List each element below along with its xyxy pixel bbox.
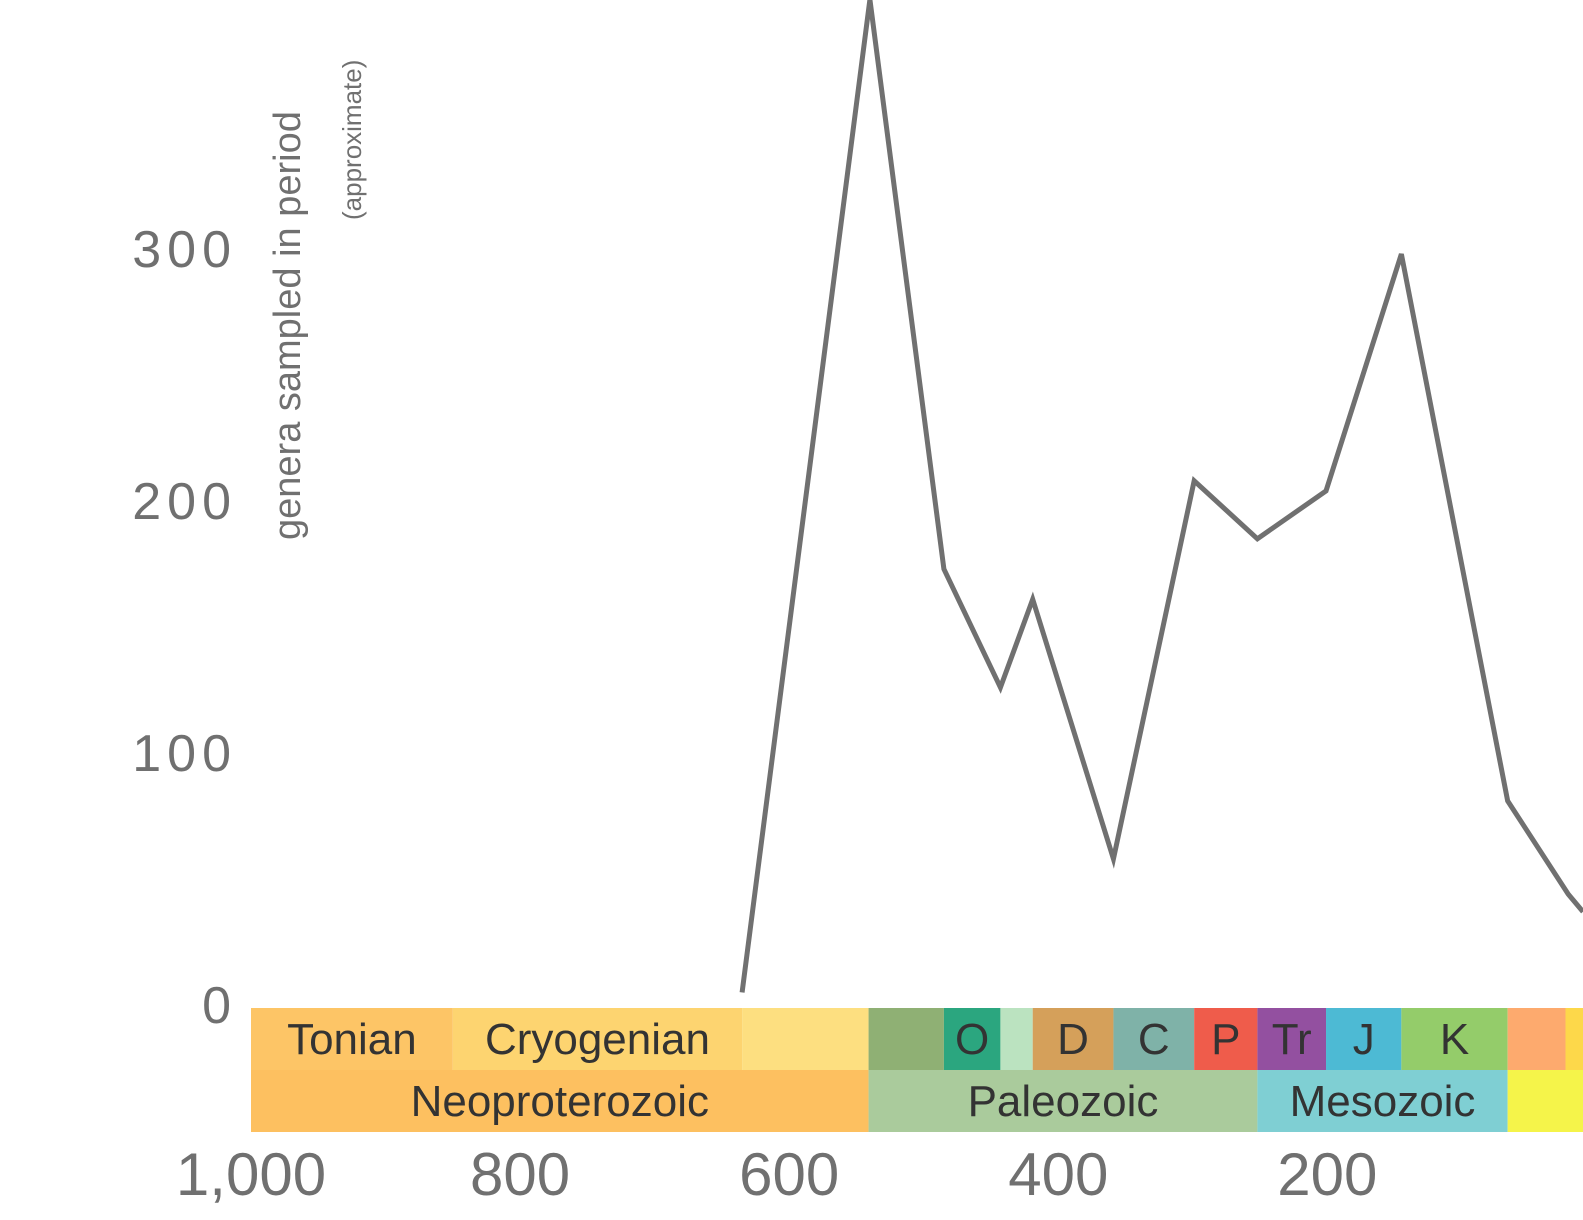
y-axis-note: (approximate) <box>337 60 367 220</box>
era-band <box>251 1070 869 1132</box>
y-axis-label: genera sampled in period <box>267 111 309 540</box>
period-band <box>1000 1008 1033 1070</box>
x-tick-label: 1,000 <box>176 1141 326 1208</box>
period-band <box>1032 1008 1114 1070</box>
period-band <box>1257 1008 1327 1070</box>
period-band <box>1326 1008 1402 1070</box>
x-tick-label: 200 <box>1277 1141 1377 1208</box>
period-band <box>742 1008 869 1070</box>
period-band <box>1113 1008 1195 1070</box>
period-label: O <box>955 1015 989 1064</box>
period-band <box>1565 1008 1583 1070</box>
y-tick-label: 300 <box>132 221 237 279</box>
era-band <box>1507 1070 1583 1132</box>
x-tick-label: 600 <box>739 1141 839 1208</box>
period-band <box>1194 1008 1258 1070</box>
period-band <box>1507 1008 1566 1070</box>
period-label: P <box>1211 1015 1240 1064</box>
era-label: Mesozoic <box>1290 1077 1476 1126</box>
period-band <box>1401 1008 1508 1070</box>
era-band <box>868 1070 1258 1132</box>
era-band <box>1257 1070 1508 1132</box>
period-band <box>943 1008 1001 1070</box>
period-label: K <box>1440 1015 1469 1064</box>
y-tick-label: 100 <box>132 725 237 783</box>
period-label: Cryogenian <box>485 1015 710 1064</box>
period-band <box>251 1008 453 1070</box>
era-label: Paleozoic <box>968 1077 1159 1126</box>
period-label: D <box>1057 1015 1089 1064</box>
x-tick-label: 800 <box>470 1141 570 1208</box>
data-line <box>739 0 1583 993</box>
period-band <box>868 1008 944 1070</box>
y-tick-label: 200 <box>132 473 237 531</box>
period-label: C <box>1138 1015 1170 1064</box>
period-label: Tr <box>1272 1015 1312 1064</box>
x-tick-label: 400 <box>1008 1141 1108 1208</box>
y-tick-label: 0 <box>202 977 237 1035</box>
period-band <box>452 1008 743 1070</box>
era-label: Neoproterozoic <box>411 1077 709 1126</box>
period-label: J <box>1353 1015 1375 1064</box>
period-label: Tonian <box>287 1015 417 1064</box>
